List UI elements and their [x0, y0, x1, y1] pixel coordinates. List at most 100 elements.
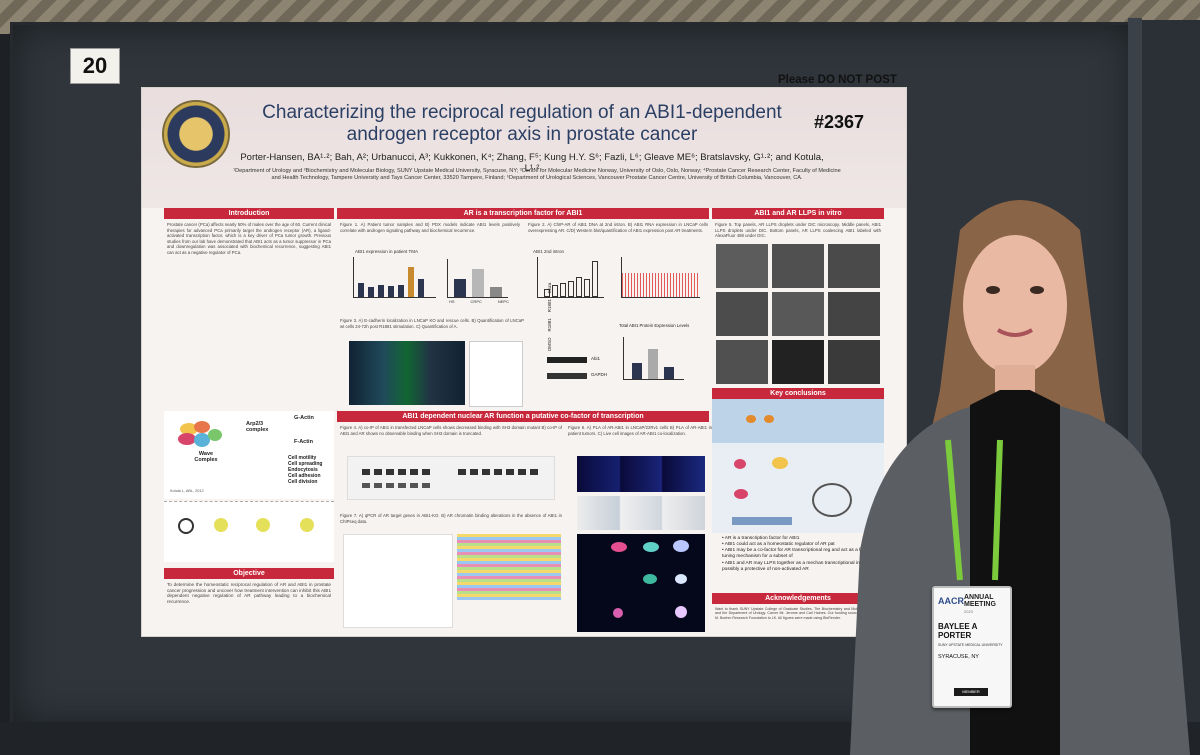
bar — [584, 279, 590, 297]
fig6-caption: Figure 6. A) PLA of AR-ABI1 in LNCaP/22R… — [568, 425, 712, 436]
outcomes-list: Cell motility Cell spreading Endocytosis… — [288, 455, 322, 485]
ecadherin-microscopy — [349, 341, 465, 405]
fig3-caption: Figure 3. A) E-cadherin localization in … — [340, 318, 524, 329]
coip-blots — [347, 456, 555, 500]
lanyard — [992, 439, 1003, 581]
dic-image — [772, 291, 824, 336]
poster-title: Characterizing the reciprocal regulation… — [242, 102, 802, 146]
conclusion-text: ABI1 may be a co-factor for AR transcrip… — [722, 548, 867, 560]
f-actin-label: F-Actin — [294, 439, 313, 445]
pla-images — [577, 456, 705, 492]
protein-blob — [194, 421, 210, 433]
dic-image — [772, 243, 824, 288]
bar — [388, 286, 394, 297]
axis-label: CRPC — [470, 299, 482, 304]
bar — [472, 269, 484, 297]
dna-strand — [732, 516, 792, 525]
protein-blob — [208, 429, 222, 441]
acknowledgements-text: Want to thank SUNY Upstate College of Gr… — [715, 606, 881, 620]
quantification-plot — [469, 341, 523, 407]
bar — [378, 285, 384, 297]
poster-title-line-2: androgen receptor axis in prostate cance… — [346, 124, 698, 145]
fig2-caption: Figure 2. A) ChIP-AR of ABI1 DNA at 2nd … — [528, 222, 708, 233]
blot-band — [362, 469, 434, 475]
wave-pathway-diagram: Wave Complex Arp2/3 complex G-Actin F-Ac… — [164, 411, 334, 499]
university-seal — [162, 100, 230, 168]
cell-signal — [611, 542, 627, 552]
badge-event-line-1: ANNUAL — [964, 594, 994, 601]
cell-signal — [675, 606, 687, 618]
lanyard — [945, 439, 963, 581]
figures-1-3: Figure 1. A) Patient tumor samples and B… — [337, 219, 709, 411]
dic-image — [716, 243, 768, 288]
rna-expression-chart — [621, 257, 700, 298]
cell-signal — [613, 608, 623, 618]
lane-label: DMSO — [547, 337, 552, 352]
smile — [996, 328, 1034, 337]
total-abi1-chart — [623, 337, 684, 380]
arp-label: Arp2/3 complex — [246, 421, 269, 433]
bar — [544, 289, 550, 297]
receptor-icon — [764, 414, 774, 423]
badge-name: BAYLEE A PORTER — [938, 622, 978, 640]
objective-text: To determine the homeostatic reciprocal … — [167, 582, 331, 604]
bar — [358, 283, 364, 297]
blot-band — [458, 469, 538, 475]
nucleus-loop — [812, 482, 852, 517]
dic-image — [828, 243, 880, 288]
badge-event-line-2: MEETING — [964, 601, 996, 608]
fig1-caption: Figure 1. A) Patient tumor samples and B… — [340, 222, 520, 233]
protein-blob — [180, 423, 198, 435]
conclusion-item: • AR is a transcription factor for ABI1 — [722, 535, 800, 541]
cell-signal — [643, 574, 657, 584]
abstract-number: #2367 — [814, 112, 865, 132]
receptor-icon — [746, 414, 756, 423]
outcome-item: Cell motility — [288, 455, 317, 461]
cell-signal — [675, 574, 687, 584]
outcome-item: Cell division — [288, 479, 318, 485]
conclusion-item: • ABI1 and AR may LLPS together as a mec… — [722, 560, 880, 572]
chip-bar-chart — [537, 257, 604, 298]
conclusion-text: AR is a transcription factor for ABI1 — [724, 535, 800, 541]
section-introduction: Introduction — [164, 208, 334, 219]
column-ar-transcription: AR is a transcription factor for ABI1 Fi… — [337, 208, 712, 632]
pdx-bar-chart — [447, 259, 508, 298]
dic-image — [772, 339, 824, 384]
bar — [398, 285, 404, 297]
gapdh-band — [547, 373, 587, 379]
protein-blob — [194, 433, 210, 447]
cell-signal — [643, 542, 659, 552]
presenter-photo — [850, 200, 1190, 755]
dic-image — [828, 291, 880, 336]
cell-icon — [256, 518, 270, 532]
bar — [454, 279, 466, 297]
pdx-axis-labels: HS CRPC NEPC — [449, 299, 509, 304]
research-poster: Characterizing the reciprocal regulation… — [141, 87, 907, 637]
badge-type: MEMBER — [954, 688, 988, 696]
bar — [552, 285, 558, 297]
blot-lanes: DMSO R1881 R1881 Enza — [547, 283, 552, 351]
bar — [368, 287, 374, 297]
outcome-item: Cell adhesion — [288, 473, 321, 479]
section-objective: Objective — [164, 568, 334, 579]
intro-text: Prostate cancer (PCa) affects nearly 50%… — [167, 222, 331, 255]
abi1-band — [547, 357, 587, 363]
conclusions-list: • AR is a transcription factor for ABI1 … — [712, 533, 884, 593]
outcome-item: Cell spreading — [288, 461, 323, 467]
gapdh-band-label: GAPDH — [591, 372, 608, 377]
g-actin-label: G-Actin — [294, 415, 314, 421]
chipseq-table — [457, 534, 561, 600]
badge-city: SYRACUSE, NY — [938, 654, 979, 660]
dic-image — [716, 339, 768, 384]
abi1-band-label: Abi1 — [591, 356, 601, 361]
bar — [632, 363, 642, 379]
fig4-caption: Figure 4. A) co-IP of ABI1 in transfecte… — [340, 425, 562, 436]
poster-authors: Porter-Hansen, BA¹·²; Bah, A²; Urbanucci… — [240, 152, 824, 174]
ar-icon — [734, 458, 746, 469]
section-llps: ABI1 and AR LLPS in vitro — [712, 208, 884, 219]
cell-cycle-diagram — [164, 501, 334, 562]
outcome-item: Endocytosis — [288, 467, 318, 473]
do-not-post-notice: Please DO NOT POST — [778, 74, 897, 86]
total-abi1-title: Total ABI1 Protein Expression Levels — [619, 323, 690, 328]
